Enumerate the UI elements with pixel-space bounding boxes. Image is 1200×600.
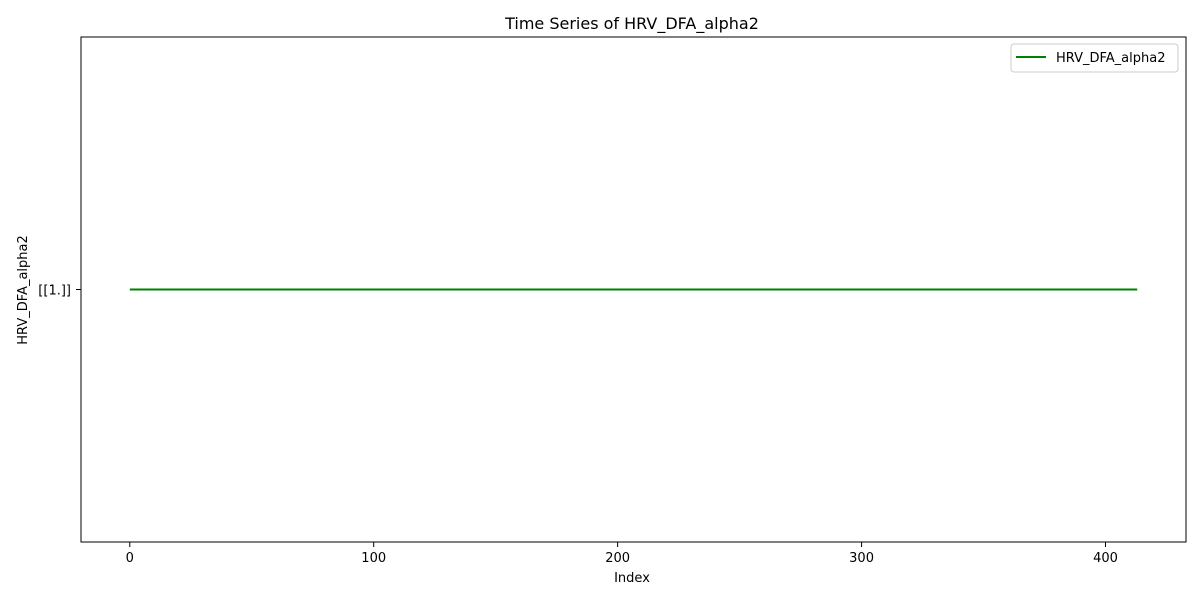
x-tick-label: 400 [1093,551,1118,566]
y-axis-label: HRV_DFA_alpha2 [16,235,31,344]
x-tick-label: 200 [605,551,630,566]
y-tick-label: [[1.]] [38,284,71,299]
chart-title: Time Series of HRV_DFA_alpha2 [504,14,759,34]
x-tick-label: 100 [361,551,386,566]
x-axis-label: Index [614,571,650,586]
x-tick-label: 300 [849,551,874,566]
legend: HRV_DFA_alpha2 [1010,43,1179,73]
x-axis-ticks: 0 100 200 300 400 [126,542,1118,566]
x-tick-label: 0 [126,551,134,566]
legend-label: HRV_DFA_alpha2 [1056,51,1165,66]
legend-box [1010,43,1179,73]
y-axis-ticks: [[1.]] [38,284,81,299]
